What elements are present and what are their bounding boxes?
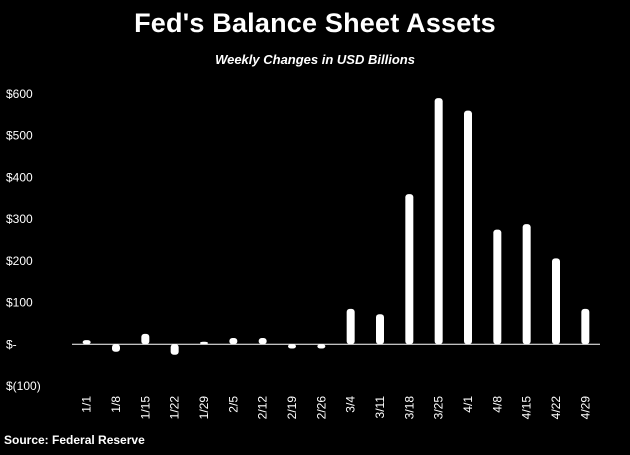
bar-4-22: [552, 258, 560, 345]
x-tick-label: 3/18: [402, 396, 416, 420]
x-tick-label: 2/12: [256, 396, 270, 420]
x-tick-label: 1/15: [138, 396, 152, 420]
chart-title: Fed's Balance Sheet Assets: [134, 8, 496, 38]
x-tick-label: 2/5: [226, 396, 240, 413]
bar-3-11: [376, 314, 384, 345]
bar-1-1: [82, 340, 91, 345]
x-tick-label: 3/25: [432, 396, 446, 420]
x-tick-label: 1/8: [109, 396, 123, 413]
y-tick-label: $200: [6, 254, 33, 268]
bar-1-22: [170, 344, 179, 355]
x-tick-label: 1/22: [168, 396, 182, 420]
x-tick-label: 3/11: [373, 396, 387, 419]
y-tick-label: $500: [6, 129, 33, 143]
x-tick-label: 1/29: [197, 396, 211, 420]
bars: [82, 98, 590, 355]
y-tick-label: $(100): [6, 379, 41, 393]
bar-2-26: [317, 344, 326, 349]
chart-subtitle: Weekly Changes in USD Billions: [215, 52, 415, 67]
x-tick-label: 4/22: [549, 396, 563, 420]
x-tick-label: 1/1: [80, 396, 94, 413]
y-tick-label: $300: [6, 212, 33, 226]
bar-3-18: [405, 194, 414, 345]
bar-3-4: [346, 308, 355, 345]
y-tick-label: $600: [6, 87, 33, 101]
source-note: Source: Federal Reserve: [4, 433, 145, 447]
x-tick-label: 4/1: [461, 396, 475, 413]
bar-1-15: [141, 333, 150, 345]
x-tick-label: 4/15: [520, 396, 534, 420]
bar-2-19: [288, 344, 296, 349]
bar-4-29: [581, 308, 590, 345]
y-tick-label: $400: [6, 170, 33, 184]
bar-2-12: [258, 338, 267, 345]
bar-4-15: [522, 224, 531, 345]
x-axis-tick-labels: 1/1 1/8 1/15 1/22 1/29 2/5 2/12 2/19 2/26 3/4 3/11…: [80, 396, 593, 420]
y-tick-label: $100: [6, 296, 33, 310]
x-tick-label: 3/4: [344, 396, 358, 413]
bar-1-29: [200, 341, 208, 345]
x-tick-label: 4/29: [578, 396, 592, 420]
x-tick-label: 2/19: [285, 396, 299, 420]
bar-2-5: [229, 338, 238, 345]
x-tick-label: 2/26: [314, 396, 328, 420]
bar-1-8: [112, 344, 120, 352]
bar-3-25: [434, 98, 443, 345]
y-tick-label: $-: [6, 337, 17, 351]
x-tick-label: 4/8: [490, 396, 504, 413]
bar-4-1: [464, 110, 472, 345]
bar-4-8: [493, 229, 502, 345]
y-axis-tick-labels: $(100) $- $100 $200 $300 $400 $500 $600: [6, 87, 41, 393]
